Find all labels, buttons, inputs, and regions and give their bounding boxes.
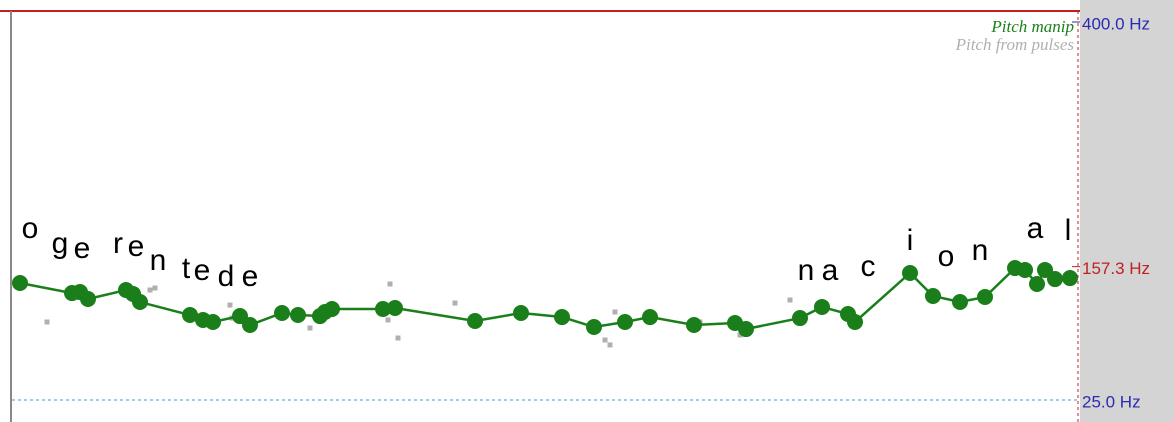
syllable-label: e [128, 230, 145, 263]
pulse-point [385, 317, 391, 323]
y-tick-label: 400.0 Hz [1082, 14, 1150, 33]
syllable-label: t [182, 252, 191, 285]
pulse-point [612, 309, 618, 315]
pitch-point [1017, 261, 1033, 278]
pulse-point [44, 319, 50, 325]
pulse-point [227, 302, 233, 308]
pulse-point [737, 332, 743, 338]
pitch-point [132, 294, 148, 311]
syllable-label: i [907, 224, 914, 257]
pitch-point [738, 321, 754, 338]
pitch-point [847, 313, 863, 330]
pitch-point [792, 310, 808, 327]
pitch-point [375, 300, 391, 317]
syllable-label: r [113, 227, 123, 260]
syllable-label: o [22, 212, 39, 245]
syllable-label: a [822, 254, 839, 287]
pitch-point [554, 309, 570, 326]
pitch-point [1029, 275, 1045, 292]
pulse-point [452, 300, 458, 306]
pitch-point [205, 313, 221, 330]
pitch-point [642, 309, 658, 326]
pitch-point [1062, 270, 1078, 287]
syllable-label: c [861, 250, 876, 283]
pitch-point [686, 317, 702, 334]
pitch-point [242, 317, 258, 334]
syllable-label: e [74, 232, 91, 265]
pitch-point [1047, 271, 1063, 288]
pitch-point [902, 264, 918, 281]
pitch-point [977, 288, 993, 305]
pitch-point [80, 290, 96, 307]
pitch-point [387, 299, 403, 316]
pitch-point [182, 307, 198, 324]
pitch-point [586, 319, 602, 336]
pulse-point [152, 285, 158, 291]
pitch-point [617, 313, 633, 330]
pitch-point [324, 300, 340, 317]
syllable-label: g [52, 227, 69, 260]
syllable-label: e [242, 260, 259, 293]
pulse-point [607, 342, 613, 348]
pitch-point [513, 305, 529, 322]
pulse-point [602, 337, 608, 343]
syllable-label: n [972, 234, 989, 267]
syllable-label: e [194, 254, 211, 287]
pitch-point [12, 274, 28, 291]
pitch-point [925, 287, 941, 304]
syllable-label: o [938, 240, 955, 273]
pulse-point [395, 335, 401, 341]
pulse-point [147, 287, 153, 293]
pitch-point [467, 312, 483, 329]
pulse-point [787, 297, 793, 303]
legend-entry: Pitch manip [990, 17, 1074, 36]
y-tick-label: 157.3 Hz [1082, 259, 1150, 278]
pulse-point [307, 325, 313, 331]
syllable-label: l [1065, 214, 1072, 247]
pulse-point [387, 281, 393, 287]
legend-entry: Pitch from pulses [955, 35, 1075, 54]
y-tick-label: 25.0 Hz [1082, 392, 1141, 411]
pitch-point [814, 298, 830, 315]
syllable-label: n [150, 244, 167, 277]
right-panel [1080, 0, 1174, 422]
pitch-point [274, 305, 290, 322]
syllable-label: d [218, 260, 235, 293]
pitch-point [952, 294, 968, 311]
syllable-label: n [798, 254, 815, 287]
syllable-label: a [1027, 212, 1044, 245]
pitch-point [290, 307, 306, 324]
